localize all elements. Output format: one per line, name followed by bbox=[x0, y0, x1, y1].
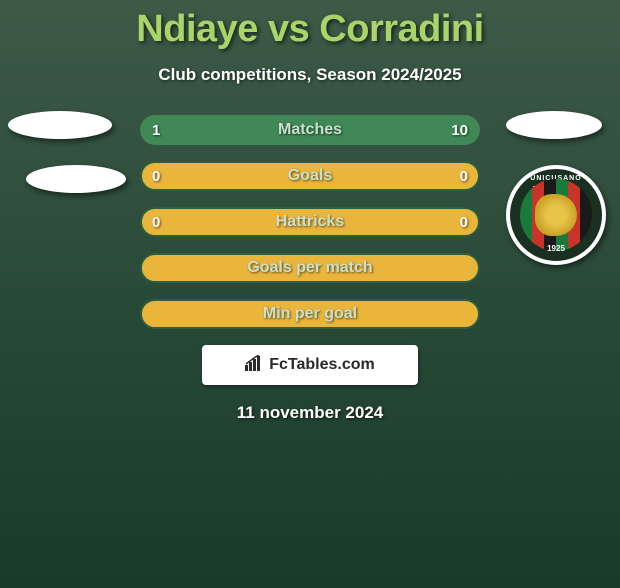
snapshot-date: 11 november 2024 bbox=[0, 403, 620, 423]
stat-label: Min per goal bbox=[140, 299, 480, 329]
left-player-icons bbox=[8, 111, 126, 219]
stat-row: Goals per match bbox=[140, 253, 480, 283]
stats-container: 110Matches 00Goals 00Hattricks Goals per ma… bbox=[140, 115, 480, 329]
badge-year: 1925 bbox=[510, 244, 602, 253]
player-photo-placeholder bbox=[8, 111, 112, 139]
club-badge-placeholder bbox=[26, 165, 126, 193]
stat-label: Matches bbox=[140, 115, 480, 145]
stat-label: Hattricks bbox=[140, 207, 480, 237]
dragon-icon bbox=[535, 194, 577, 236]
stat-row: Min per goal bbox=[140, 299, 480, 329]
right-player-icons: UNICUSANO TERNANA 1925 bbox=[506, 111, 610, 289]
branding-text: FcTables.com bbox=[269, 356, 375, 374]
stat-label: Goals bbox=[140, 161, 480, 191]
stat-row: 00Hattricks bbox=[140, 207, 480, 237]
player-photo-placeholder bbox=[506, 111, 602, 139]
comparison-subtitle: Club competitions, Season 2024/2025 bbox=[0, 65, 620, 85]
comparison-title: Ndiaye vs Corradini bbox=[0, 8, 620, 51]
stat-row: 00Goals bbox=[140, 161, 480, 191]
branding-box[interactable]: FcTables.com bbox=[202, 345, 418, 385]
club-badge-ternana: UNICUSANO TERNANA 1925 bbox=[506, 165, 610, 289]
stat-label: Goals per match bbox=[140, 253, 480, 283]
content-area: UNICUSANO TERNANA 1925 110Matches 00Goals… bbox=[0, 115, 620, 423]
stat-row: 110Matches bbox=[140, 115, 480, 145]
chart-icon bbox=[245, 355, 265, 376]
